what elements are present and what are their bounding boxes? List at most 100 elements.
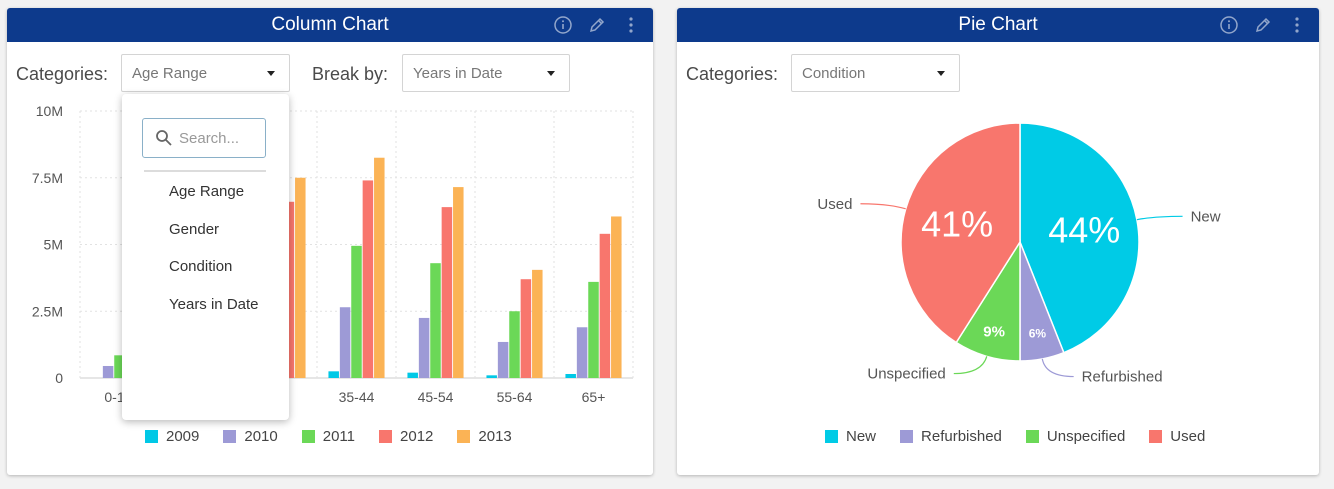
pie-chart-title: Pie Chart — [958, 14, 1038, 35]
legend-label: 2012 — [400, 428, 434, 445]
more-vertical-icon[interactable] — [621, 15, 641, 35]
legend-label: 2010 — [244, 428, 278, 445]
bar-2010-55-64[interactable] — [497, 341, 509, 378]
dropdown-search[interactable] — [142, 118, 266, 158]
categories-select[interactable]: Condition — [791, 54, 960, 92]
pie-slice-name-label: New — [1191, 208, 1221, 225]
legend-item-2009[interactable]: 2009 — [145, 428, 199, 445]
legend-item-2012[interactable]: 2012 — [379, 428, 433, 445]
bar-2013-25-34[interactable] — [295, 177, 306, 378]
pie-percent-label: 9% — [983, 324, 1005, 341]
x-tick-label: 0-1 — [104, 389, 124, 405]
legend-swatch — [379, 430, 393, 443]
chevron-down-icon — [547, 71, 555, 76]
categories-select-value: Condition — [802, 64, 866, 82]
bar-2011-35-44[interactable] — [351, 245, 362, 378]
legend-item-unspecified[interactable]: Unspecified — [1025, 428, 1126, 445]
column-chart-header: Column Chart — [7, 8, 653, 42]
pie-chart-panel: Pie Chart Categories: Condition 44% New 6%… — [677, 8, 1319, 475]
pie-slice-name-label: Used — [817, 196, 852, 213]
pie-slice-name-label: Refurbished — [1082, 369, 1163, 386]
bar-2010-45-54[interactable] — [418, 317, 430, 378]
y-tick-label: 2.5M — [32, 303, 63, 319]
legend-swatch — [1025, 430, 1039, 443]
y-tick-label: 10M — [36, 103, 63, 119]
bar-2011-65+[interactable] — [588, 281, 599, 378]
bar-2011-0-18[interactable] — [114, 355, 125, 378]
y-tick-label: 5M — [44, 237, 63, 253]
chevron-down-icon — [937, 71, 945, 76]
bar-2011-55-64[interactable] — [509, 311, 520, 378]
x-tick-label: 35-44 — [339, 389, 375, 405]
categories-label: Categories: — [16, 64, 109, 84]
bar-2013-35-44[interactable] — [374, 157, 385, 378]
legend-swatch — [301, 430, 315, 443]
info-icon[interactable] — [553, 15, 573, 35]
pie-slice-name-label: Unspecified — [867, 366, 945, 383]
dropdown-option-age-range[interactable]: Age Range — [169, 183, 245, 200]
bar-2012-55-64[interactable] — [520, 279, 532, 378]
column-chart-title: Column Chart — [271, 14, 389, 35]
pie-slice-used[interactable] — [900, 122, 1021, 344]
legend-item-new[interactable]: New — [825, 428, 876, 445]
bar-2012-45-54[interactable] — [441, 207, 453, 378]
more-vertical-icon[interactable] — [1287, 15, 1307, 35]
pencil-icon[interactable] — [1253, 15, 1273, 35]
pie-percent-label: 44% — [1048, 210, 1120, 251]
bar-2013-55-64[interactable] — [532, 269, 543, 378]
bar-2011-45-54[interactable] — [430, 263, 441, 378]
legend-item-used[interactable]: Used — [1149, 428, 1205, 445]
break-by-label: Break by: — [312, 64, 389, 84]
pie-slice-new[interactable] — [1019, 122, 1140, 354]
break-by-select[interactable]: Years in Date — [402, 54, 570, 92]
bar-2010-0-18[interactable] — [102, 365, 114, 378]
pie-chart-header: Pie Chart — [677, 8, 1319, 42]
dropdown-option-condition[interactable]: Condition — [169, 258, 233, 275]
x-tick-label: 45-54 — [418, 389, 454, 405]
legend-label: 2011 — [322, 428, 356, 445]
legend-item-refurbished[interactable]: Refurbished — [900, 428, 1002, 445]
dropdown-option-gender[interactable]: Gender — [169, 221, 220, 238]
pie-chart-legend: New Refurbished Unspecified Used — [825, 428, 1205, 445]
info-icon[interactable] — [1219, 15, 1239, 35]
break-by-select-value: Years in Date — [413, 64, 503, 82]
dropdown-option-years-in-date[interactable]: Years in Date — [169, 296, 259, 313]
bar-2009-45-54[interactable] — [407, 372, 418, 378]
legend-item-2011[interactable]: 2011 — [301, 428, 356, 445]
x-tick-label: 65+ — [582, 389, 606, 405]
bar-2012-35-44[interactable] — [362, 180, 374, 378]
bar-2010-65+[interactable] — [576, 327, 588, 378]
bar-2009-35-44[interactable] — [328, 371, 339, 378]
legend-swatch — [825, 430, 838, 443]
y-tick-label: 7.5M — [32, 170, 63, 186]
dropdown-divider — [144, 170, 266, 172]
bar-2009-55-64[interactable] — [486, 375, 497, 378]
legend-label: New — [846, 428, 877, 445]
bar-2012-65+[interactable] — [599, 233, 611, 378]
bar-2013-45-54[interactable] — [453, 187, 464, 378]
legend-swatch — [145, 430, 158, 443]
pie-leader-line — [1136, 215, 1183, 221]
pencil-icon[interactable] — [587, 15, 607, 35]
bar-2010-35-44[interactable] — [339, 307, 351, 378]
header-actions — [553, 15, 641, 35]
categories-select-value: Age Range — [132, 64, 208, 82]
legend-label: Used — [1170, 428, 1206, 445]
pie-percent-label: 41% — [921, 204, 993, 245]
pie-leader-line — [860, 203, 906, 210]
categories-dropdown: Age Range Gender Condition Years in Date — [122, 94, 289, 420]
pie-chart: 44% New 6% Refurbished 9% Unspecified 41% Used — [817, 122, 1221, 386]
x-tick-label: 55-64 — [497, 389, 533, 405]
column-chart-panel: Column Chart Categories: Age Range Break… — [7, 8, 653, 475]
search-input[interactable] — [179, 129, 259, 147]
bar-2009-65+[interactable] — [565, 373, 576, 378]
categories-select[interactable]: Age Range — [121, 54, 290, 92]
bar-2013-65+[interactable] — [611, 216, 622, 378]
legend-label: 2013 — [478, 428, 512, 445]
legend-item-2010[interactable]: 2010 — [223, 428, 278, 445]
legend-label: Unspecified — [1046, 428, 1126, 445]
legend-swatch — [900, 430, 914, 443]
chevron-down-icon — [267, 71, 275, 76]
legend-item-2013[interactable]: 2013 — [457, 428, 512, 445]
